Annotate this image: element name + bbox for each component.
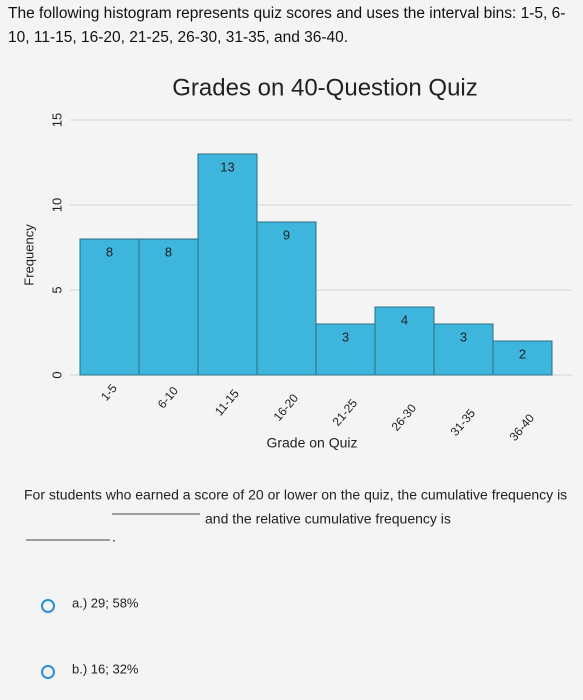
bar [433,323,494,376]
data-label: 2 [519,346,526,361]
data-label: 9 [283,227,290,242]
option-text[interactable]: b.) 16; 32% [72,661,139,676]
data-label: 8 [106,244,113,259]
data-label: 13 [220,159,234,174]
data-label: 4 [401,312,408,327]
radio-button[interactable] [41,665,55,679]
x-tick-label: 11-15 [212,386,242,418]
bar [374,306,435,376]
x-tick-label: 6-10 [155,384,181,412]
data-label: 3 [460,329,467,344]
bar [197,153,258,376]
question-text: The following histogram represents quiz … [8,5,566,46]
x-tick-label: 31-35 [448,406,479,439]
x-axis-label: Grade on Quiz [266,435,357,451]
bar [256,221,317,376]
prompt-end: . [112,529,116,545]
option-text[interactable]: a.) 29; 58% [72,595,139,610]
prompt-text: For students who earned a score of 20 or… [24,487,567,503]
chart-title: Grades on 40-Question Quiz [172,74,478,101]
y-tick-label: 15 [49,113,64,127]
x-tick-label: 36-40 [507,411,538,444]
y-tick-label: 10 [49,198,64,212]
radio-button[interactable] [41,599,55,613]
x-tick-label: 1-5 [98,381,120,404]
x-tick-label: 16-20 [271,391,302,424]
bar [138,238,199,376]
data-label: 3 [342,329,349,344]
x-tick-label: 21-25 [330,396,361,429]
prompt-text: and the relative cumulative frequency is [205,511,451,527]
y-tick-label: 0 [49,371,64,378]
y-axis-label: Frequency [21,224,36,286]
y-tick-label: 5 [49,286,64,293]
bar [79,238,140,376]
bar [492,340,553,376]
data-label: 8 [165,244,172,259]
bar [315,323,376,376]
x-tick-label: 26-30 [389,401,420,434]
